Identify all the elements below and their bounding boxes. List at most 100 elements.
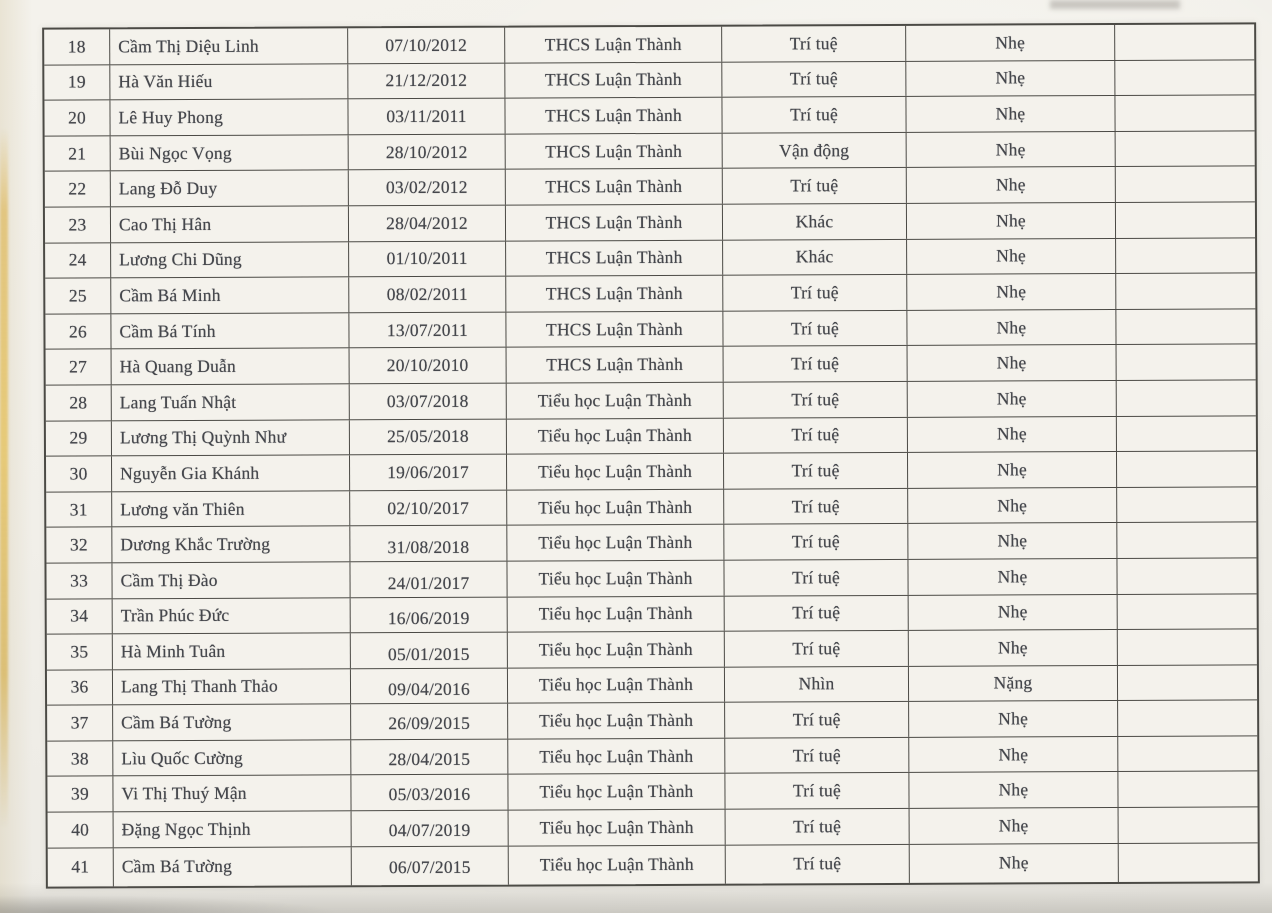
cell-disability_type: Trí tuệ (723, 453, 909, 489)
cell-index: 40 (47, 812, 114, 848)
cell-name: Nguyễn Gia Khánh (111, 455, 351, 492)
cell-note (1116, 238, 1255, 273)
cell-school: THCS Luận Thành (505, 26, 723, 63)
cell-school: Tiểu học Luận Thành (506, 453, 725, 490)
cell-severity: Nhẹ (908, 487, 1118, 524)
cell-school: Tiểu học Luận Thành (507, 667, 726, 703)
table-row: 36 Lang Thị Thanh Thảo 09/04/2016 Tiểu học … (46, 665, 1258, 706)
table-row: 35 Hà Minh Tuân 05/01/2015 Tiểu học Luận Th… (46, 629, 1257, 671)
cell-disability_type: Trí tuệ (723, 381, 908, 418)
cell-disability_type: Trí tuệ (725, 773, 910, 809)
cell-date_of_birth: 03/02/2012 (348, 170, 506, 206)
cell-note (1117, 523, 1256, 558)
cell-index: 39 (47, 776, 114, 812)
cell-date_of_birth: 13/07/2011 (349, 312, 507, 348)
table-row: 30 Nguyễn Gia Khánh 19/06/2017 Tiểu học Luậ… (46, 451, 1257, 493)
cell-note (1117, 380, 1256, 415)
cell-school: Tiểu học Luận Thành (506, 418, 724, 454)
table-row: 34 Trần Phúc Đức 16/06/2019 Tiểu học Luận T… (46, 593, 1257, 635)
page-edge-strip (0, 128, 8, 828)
cell-school: Tiểu học Luận Thành (507, 524, 725, 561)
cell-date_of_birth: 05/01/2015 (350, 632, 508, 668)
cell-name: Trần Phúc Đức (112, 597, 351, 634)
cell-severity: Nhẹ (908, 558, 1118, 595)
cell-school: THCS Luận Thành (505, 169, 723, 205)
cell-severity: Nhẹ (907, 452, 1118, 488)
cell-severity: Nhẹ (906, 96, 1116, 132)
cell-disability_type: Trí tuệ (725, 737, 910, 774)
cell-disability_type: Trí tuệ (724, 559, 909, 596)
cell-index: 41 (47, 848, 114, 887)
cell-name: Cao Thị Hân (110, 206, 350, 242)
table-row: 31 Lương văn Thiên 02/10/2017 Tiểu học Luận… (46, 487, 1257, 528)
cell-date_of_birth: 26/09/2015 (351, 703, 509, 740)
cell-severity: Nhẹ (907, 416, 1117, 453)
cell-date_of_birth: 24/01/2017 (350, 561, 508, 597)
cell-index: 35 (46, 634, 113, 670)
cell-disability_type: Trí tuệ (724, 524, 909, 560)
table-row: 41 Cầm Bá Tường 06/07/2015 Tiểu học Luận Th… (47, 843, 1258, 887)
cell-name: Lang Đỗ Duy (110, 170, 349, 207)
table-row: 27 Hà Quang Duẫn 20/10/2010 THCS Luận Thành… (45, 344, 1256, 386)
cell-disability_type: Trí tuệ (722, 61, 907, 97)
cell-note (1118, 736, 1257, 771)
cell-severity: Nhẹ (906, 60, 1116, 97)
cell-note (1117, 558, 1256, 593)
cell-note (1116, 167, 1255, 202)
cell-disability_type: Nhìn (724, 666, 910, 702)
cell-severity: Nhẹ (909, 843, 1119, 883)
cell-index: 28 (45, 385, 112, 421)
cell-date_of_birth: 03/07/2018 (349, 383, 507, 419)
cell-note (1118, 701, 1257, 736)
cell-index: 18 (44, 29, 111, 65)
cell-disability_type: Trí tuệ (723, 417, 908, 453)
cell-severity: Nhẹ (907, 380, 1117, 417)
cell-severity: Nhẹ (907, 274, 1117, 310)
cell-note (1118, 629, 1257, 664)
table-row: 26 Cầm Bá Tính 13/07/2011 THCS Luận Thành Tr… (45, 309, 1256, 350)
cell-severity: Nhẹ (906, 202, 1117, 239)
table-row: 19 Hà Văn Hiếu 21/12/2012 THCS Luận Thành Tr… (44, 59, 1255, 101)
table-row: 32 Dương Khắc Trường 31/08/2018 Tiểu học Lu… (46, 522, 1257, 564)
cell-index: 29 (45, 420, 112, 456)
cell-date_of_birth: 28/10/2012 (348, 134, 506, 170)
cell-note (1115, 24, 1254, 59)
cell-school: THCS Luận Thành (505, 97, 723, 134)
cell-disability_type: Khác (722, 203, 908, 240)
cell-school: THCS Luận Thành (506, 240, 724, 276)
cell-name: Đặng Ngọc Thịnh (113, 811, 352, 848)
cell-name: Lìu Quốc Cường (113, 740, 352, 776)
cell-note (1116, 131, 1255, 166)
cell-index: 33 (46, 563, 113, 599)
cell-disability_type: Trí tuệ (723, 310, 908, 347)
cell-index: 34 (46, 598, 113, 634)
table-row: 20 Lê Huy Phong 03/11/2011 THCS Luận Thành T… (44, 95, 1255, 137)
cell-date_of_birth: 03/11/2011 (348, 98, 506, 135)
scan-shadow-bottom-left (0, 895, 340, 913)
table-row: 39 Vi Thị Thuý Mận 05/03/2016 Tiểu học Luận… (47, 771, 1258, 813)
cell-name: Lang Tuấn Nhật (111, 384, 350, 420)
cell-disability_type: Vận động (722, 132, 907, 169)
cell-date_of_birth: 09/04/2016 (350, 668, 509, 704)
cell-severity: Nhẹ (906, 167, 1116, 203)
student-table: 18 Cầm Thị Diệu Linh 07/10/2012 THCS Luận T… (42, 22, 1260, 889)
cell-date_of_birth: 01/10/2011 (349, 241, 507, 277)
cell-name: Cầm Bá Minh (111, 277, 350, 314)
cell-note (1115, 96, 1254, 131)
cell-disability_type: Trí tuệ (722, 25, 907, 62)
cell-index: 23 (44, 207, 112, 243)
table-row: 29 Lương Thị Quỳnh Như 25/05/2018 Tiểu học … (45, 415, 1256, 457)
cell-name: Vi Thị Thuý Mận (113, 775, 352, 812)
cell-disability_type: Trí tuệ (724, 630, 909, 667)
cell-name: Lương văn Thiên (112, 491, 351, 527)
cell-index: 32 (46, 527, 113, 563)
cell-school: Tiểu học Luận Thành (508, 702, 726, 739)
table-row: 33 Cầm Thị Đào 24/01/2017 Tiểu học Luận Thà… (46, 558, 1257, 600)
cell-name: Hà Minh Tuân (112, 633, 351, 670)
cell-disability_type: Trí tuệ (724, 595, 909, 631)
cell-index: 36 (46, 670, 114, 705)
cell-severity: Nhẹ (909, 701, 1119, 737)
cell-note (1117, 345, 1256, 380)
cell-name: Bùi Ngọc Vọng (110, 135, 349, 171)
cell-disability_type: Trí tuệ (725, 844, 910, 884)
